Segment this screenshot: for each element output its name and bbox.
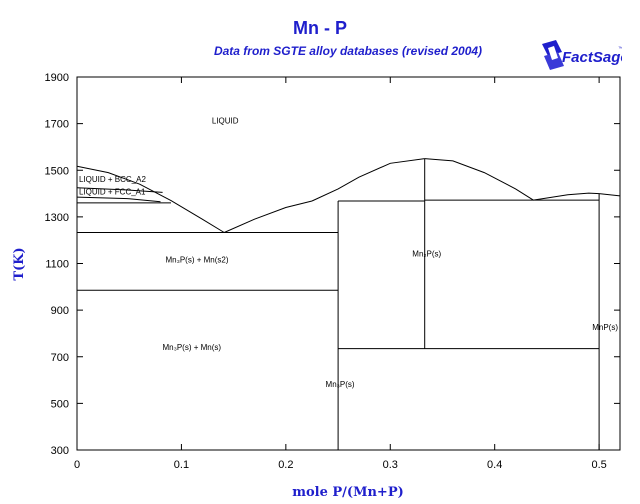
x-axis-title: mole P/(Mn+P) xyxy=(292,485,404,500)
phase-boundary-liquidus-mn2p-left xyxy=(311,158,425,202)
phase-boundary-liquidus-mnp xyxy=(533,192,621,201)
x-tick-label: 0 xyxy=(74,459,80,471)
y-tick-label: 1100 xyxy=(45,259,69,271)
y-tick-label: 1900 xyxy=(45,72,69,84)
phase-region-label: LIQUID + BCC_A2 xyxy=(79,175,146,184)
phase-region-label: Mn₂P(s) xyxy=(412,250,441,259)
y-axis: 300 500 700 900 1100 1300 1500 1700 1900 xyxy=(45,72,620,457)
y-tick-label: 700 xyxy=(51,352,69,364)
y-tick-label: 1500 xyxy=(45,165,69,177)
factsage-logo-text: FactSage xyxy=(562,49,622,66)
phase-boundary-liquidus-mn3p xyxy=(223,200,313,233)
phase-boundary-fcc-solvus xyxy=(76,196,161,203)
y-tick-label: 900 xyxy=(51,305,69,317)
y-tick-label: 500 xyxy=(51,398,69,410)
phase-region-label: MnP(s) xyxy=(592,323,618,332)
y-axis-title: T(K) xyxy=(12,247,27,280)
chart-title: Mn - P xyxy=(293,18,347,38)
phase-region-labels: LIQUID LIQUID + BCC_A2 LIQUID + FCC_A1 Mn₃P… xyxy=(79,117,618,389)
phase-boundary-liquidus-mn2p-right xyxy=(424,158,534,201)
factsage-logo-mark xyxy=(542,40,564,70)
factsage-logo-tm: ™ xyxy=(618,46,622,52)
phase-region-label: Mn₃P(s) + Mn(s2) xyxy=(165,255,228,264)
x-tick-label: 0.4 xyxy=(487,459,502,471)
y-tick-label: 300 xyxy=(51,445,69,457)
factsage-logo: FactSage ™ xyxy=(542,40,622,70)
phase-boundaries xyxy=(76,158,621,450)
y-tick-label: 1300 xyxy=(45,212,69,224)
x-axis: 0 0.1 0.2 0.3 0.4 0.5 xyxy=(74,77,607,471)
phase-region-label: LIQUID + FCC_A1 xyxy=(79,187,146,196)
phase-boundary-bcc-solvus xyxy=(76,187,163,193)
phase-region-label: Mn₃P(s) + Mn(s) xyxy=(162,343,221,352)
x-tick-label: 0.2 xyxy=(278,459,293,471)
phase-region-label: LIQUID xyxy=(212,117,239,126)
phase-region-label: Mn₃P(s) xyxy=(326,380,355,389)
y-tick-label: 1700 xyxy=(45,119,69,131)
x-tick-label: 0.5 xyxy=(591,459,606,471)
chart-subtitle: Data from SGTE alloy databases (revised … xyxy=(213,44,483,58)
x-tick-label: 0.3 xyxy=(383,459,398,471)
plot-frame xyxy=(76,76,621,451)
x-tick-label: 0.1 xyxy=(174,459,189,471)
